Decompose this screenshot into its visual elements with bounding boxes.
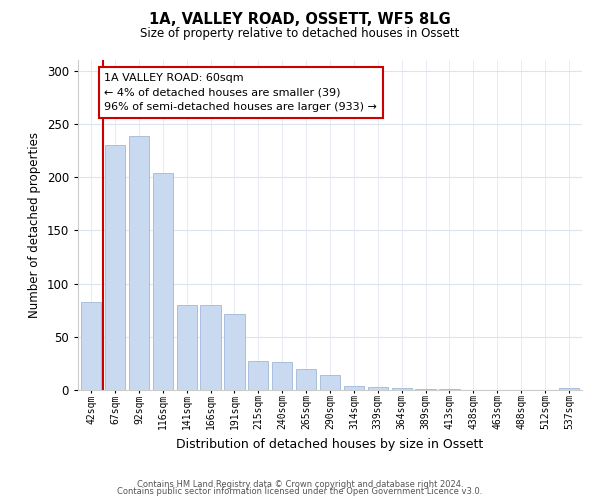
Text: Size of property relative to detached houses in Ossett: Size of property relative to detached ho…	[140, 28, 460, 40]
Bar	[105, 145, 125, 390]
Bar	[320, 375, 340, 390]
Bar	[248, 362, 268, 390]
X-axis label: Distribution of detached houses by size in Ossett: Distribution of detached houses by size …	[176, 438, 484, 451]
Bar	[81, 302, 101, 390]
Bar	[296, 368, 316, 390]
Text: Contains HM Land Registry data © Crown copyright and database right 2024.: Contains HM Land Registry data © Crown c…	[137, 480, 463, 489]
Text: 1A, VALLEY ROAD, OSSETT, WF5 8LG: 1A, VALLEY ROAD, OSSETT, WF5 8LG	[149, 12, 451, 28]
Bar	[129, 136, 149, 390]
Bar	[439, 389, 460, 390]
Bar	[152, 173, 173, 390]
Y-axis label: Number of detached properties: Number of detached properties	[28, 132, 41, 318]
Text: Contains public sector information licensed under the Open Government Licence v3: Contains public sector information licen…	[118, 488, 482, 496]
Bar	[176, 305, 197, 390]
Bar	[272, 362, 292, 390]
Bar	[368, 387, 388, 390]
Bar	[415, 389, 436, 390]
Bar	[559, 388, 579, 390]
Bar	[392, 388, 412, 390]
Bar	[344, 386, 364, 390]
Text: 1A VALLEY ROAD: 60sqm
← 4% of detached houses are smaller (39)
96% of semi-detac: 1A VALLEY ROAD: 60sqm ← 4% of detached h…	[104, 73, 377, 112]
Bar	[200, 305, 221, 390]
Bar	[224, 314, 245, 390]
